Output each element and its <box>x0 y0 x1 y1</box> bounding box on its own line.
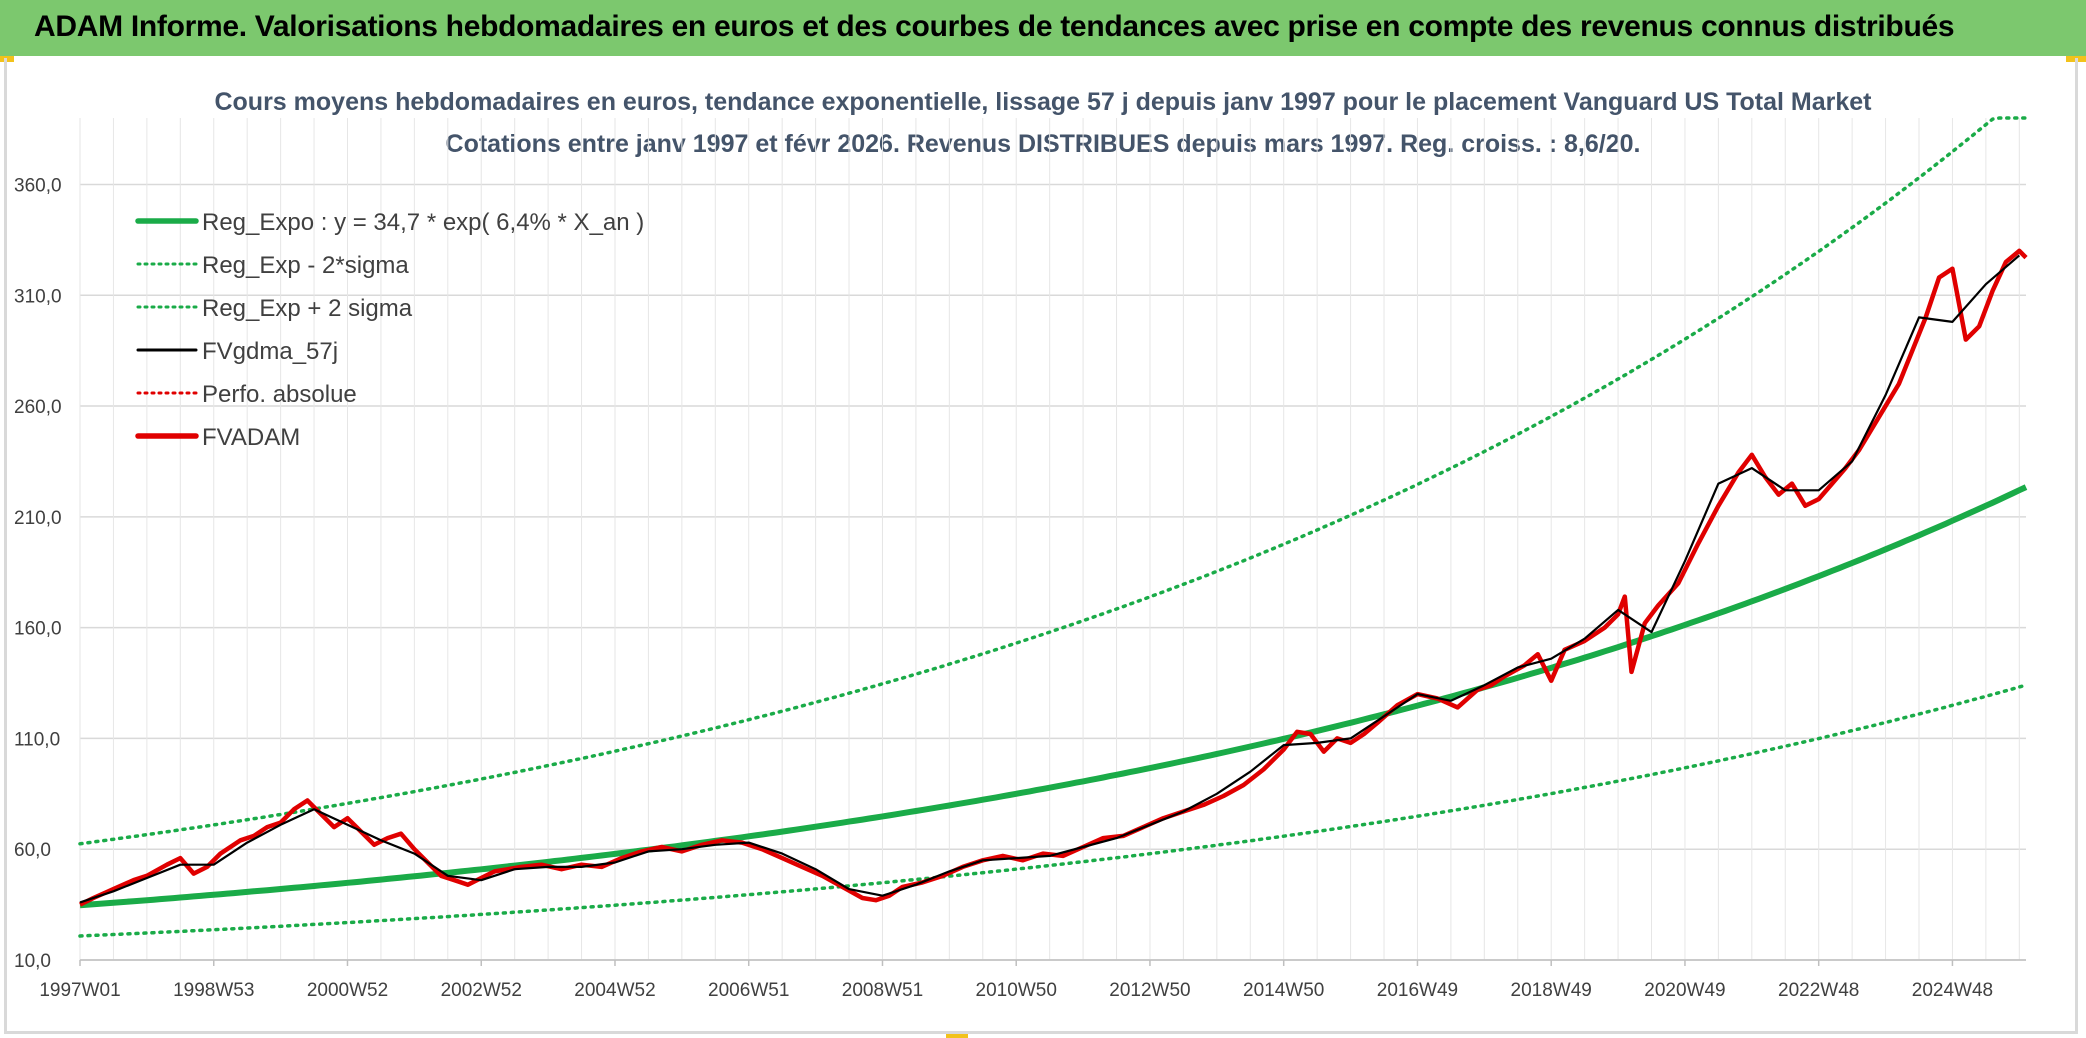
legend-label: FVADAM <box>202 424 300 451</box>
y-tick-label: 60,0 <box>14 840 51 861</box>
x-tick-label: 1997W01 <box>39 980 120 1001</box>
legend: Reg_Expo : y = 34,7 * exp( 6,4% * X_an )… <box>135 209 644 451</box>
x-tick-label: 2020W49 <box>1644 980 1725 1001</box>
chart-title-line1: Cours moyens hebdomadaires en euros, ten… <box>214 88 1872 116</box>
x-tick-label: 2010W50 <box>976 980 1057 1001</box>
x-tick-label: 2000W52 <box>307 980 388 1001</box>
corner-accent-bottom <box>946 1032 968 1038</box>
x-axis: 1997W01 1998W53 2000W52 2002W52 2004W52 2006W… <box>39 959 2026 1001</box>
y-tick-label: 160,0 <box>14 619 62 640</box>
chart-title-line2: Cotations entre janv 1997 et févr 2026. … <box>446 130 1641 158</box>
gridlines <box>79 118 2026 961</box>
y-tick-label: 260,0 <box>14 397 62 418</box>
legend-label: Reg_Exp - 2*sigma <box>202 252 409 279</box>
x-tick-label: 2012W50 <box>1109 980 1190 1001</box>
x-tick-label: 2002W52 <box>441 980 522 1001</box>
x-tick-label: 2014W50 <box>1243 980 1324 1001</box>
y-tick-label: 360,0 <box>14 175 62 196</box>
y-tick-label: 10,0 <box>14 951 51 972</box>
series-fvgdma-line <box>79 254 2021 904</box>
legend-label: Perfo. absolue <box>202 381 357 408</box>
series-fvadam-line <box>79 248 2028 907</box>
corner-accent-left <box>0 56 14 62</box>
page-title: ADAM Informe. Valorisations hebdomadaire… <box>34 10 1955 43</box>
header-banner: ADAM Informe. Valorisations hebdomadaire… <box>0 0 2086 56</box>
legend-label: Reg_Exp + 2 sigma <box>202 295 413 322</box>
y-tick-label: 310,0 <box>14 286 62 307</box>
x-tick-label: 2006W51 <box>708 980 789 1001</box>
legend-label: Reg_Expo : y = 34,7 * exp( 6,4% * X_an ) <box>202 209 644 236</box>
x-tick-label: 2018W49 <box>1511 980 1592 1001</box>
x-tick-label: 2016W49 <box>1377 980 1458 1001</box>
y-axis: 360,0 310,0 260,0 210,0 160,0 110,0 60,0 10,0 <box>14 175 62 972</box>
chart-frame <box>4 58 2078 1034</box>
x-tick-label: 1998W53 <box>173 980 254 1001</box>
trend-minus-2sigma-line <box>78 683 2028 938</box>
trend-regression-line <box>79 484 2028 909</box>
y-tick-label: 210,0 <box>14 508 62 529</box>
x-tick-label: 2022W48 <box>1778 980 1859 1001</box>
x-tick-label: 2008W51 <box>842 980 923 1001</box>
y-tick-label: 110,0 <box>14 729 60 750</box>
x-tick-label: 2024W48 <box>1912 980 1993 1001</box>
x-tick-label: 2004W52 <box>574 980 655 1001</box>
legend-label: FVgdma_57j <box>202 338 338 365</box>
trend-plus-2sigma-line <box>78 116 2028 846</box>
plot-lines <box>78 116 2028 938</box>
